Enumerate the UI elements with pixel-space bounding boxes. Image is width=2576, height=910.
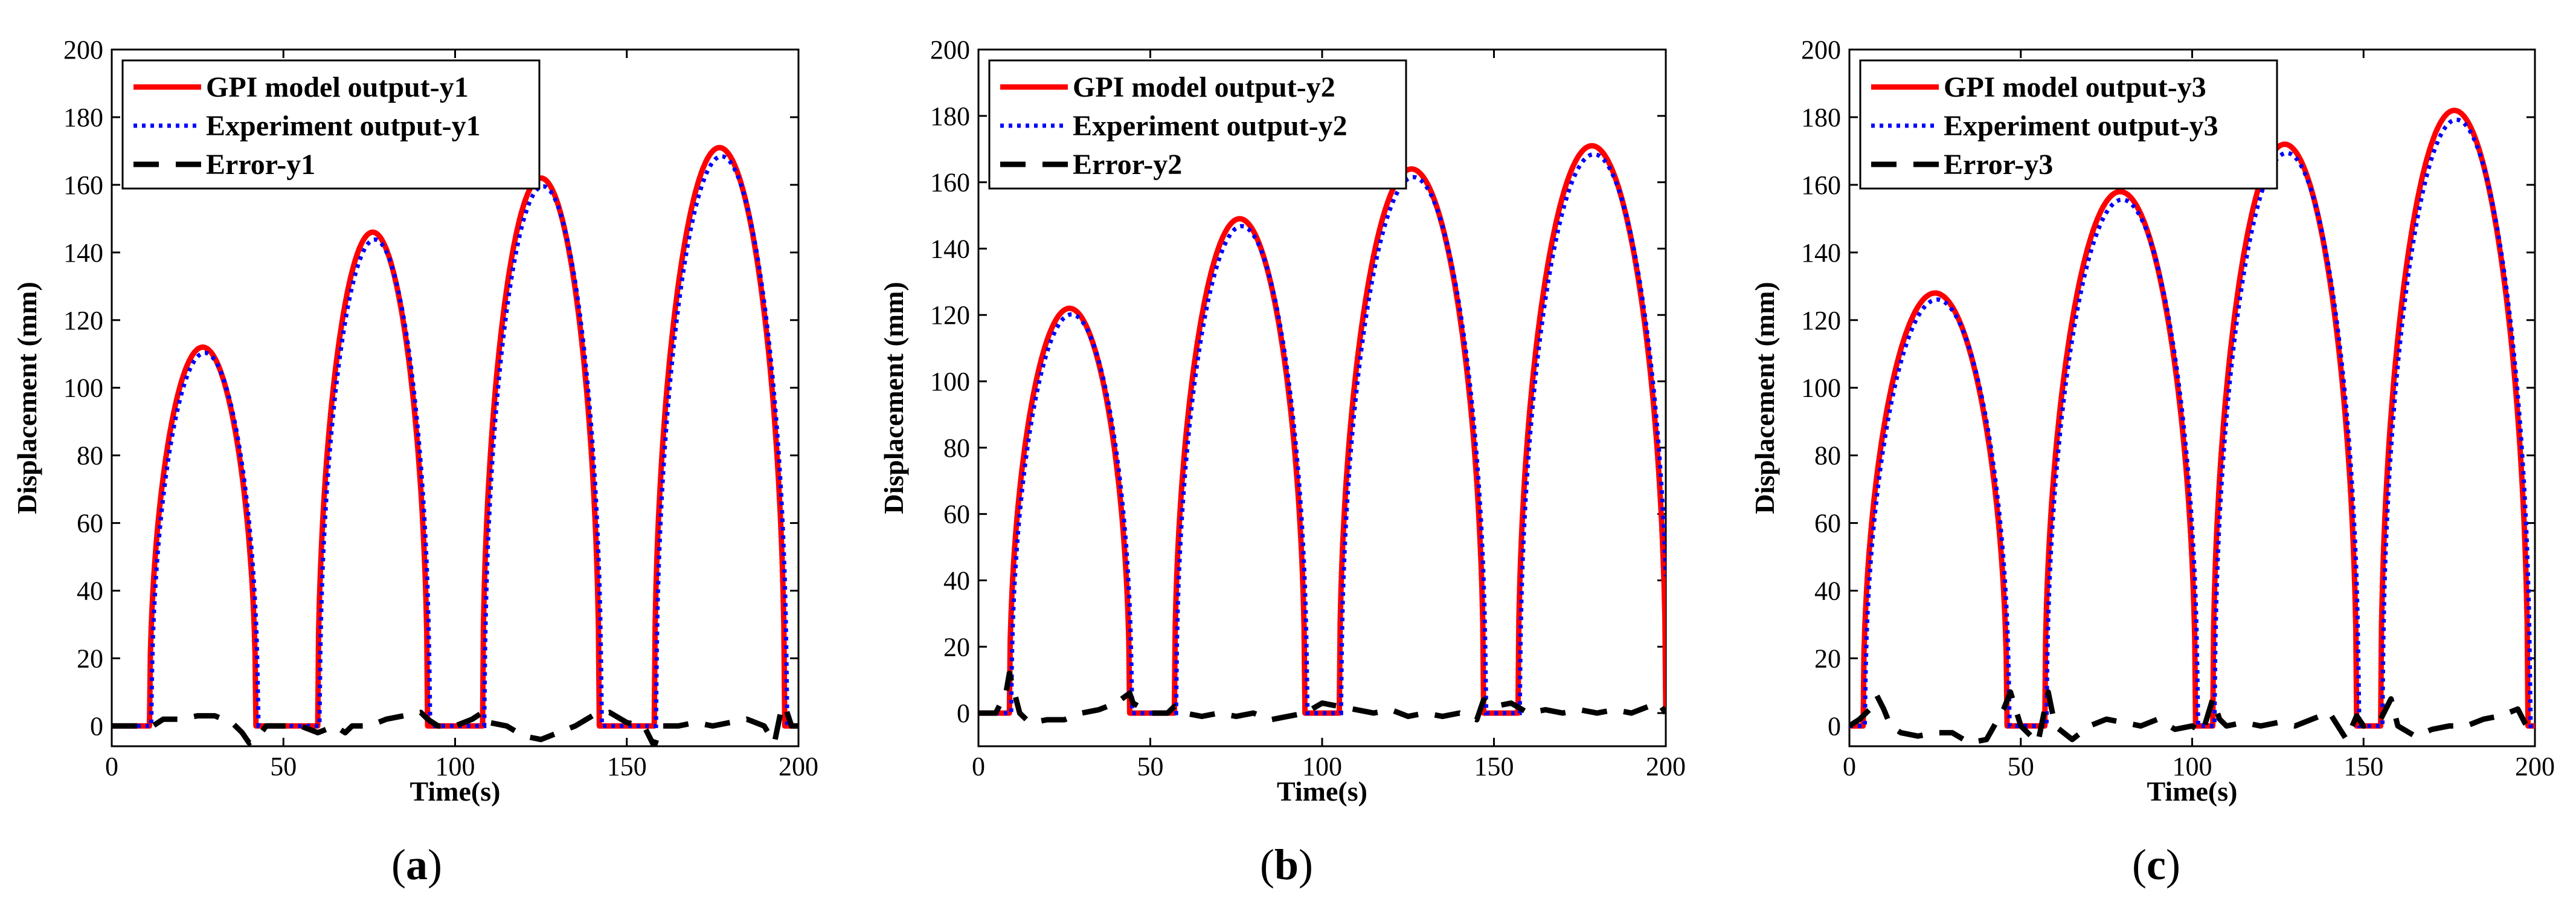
y-tick-label: 140	[1801, 238, 1841, 268]
series-line-error	[112, 703, 798, 746]
y-axis-label: Displacement (mm)	[11, 282, 42, 514]
y-axis-label: Displacement (mm)	[1749, 282, 1780, 514]
series-line-experiment	[1849, 117, 2535, 728]
chart-panel-b: 0 20 40 60 80 100 120 140 160 180 200 0 50 100 150 200 T…	[878, 35, 1686, 889]
y-tick-label: 160	[1801, 170, 1841, 200]
y-tick-label: 20	[943, 632, 970, 662]
y-tick-label: 40	[943, 566, 970, 595]
y-tick-label: 0	[957, 699, 970, 728]
y-tick-label: 40	[1814, 576, 1841, 606]
data-layer	[112, 144, 798, 746]
y-tick-label: 160	[63, 170, 103, 200]
y-tick-label: 200	[930, 35, 970, 65]
y-tick-label: 0	[90, 711, 103, 741]
legend: GPI model output-y2 Experiment output-y2 E…	[988, 59, 1407, 190]
y-tick-label: 180	[1801, 103, 1841, 132]
y-tick-label: 0	[1828, 711, 1841, 741]
x-tick-label: 50	[270, 752, 297, 781]
chart-panel-c: 0 20 40 60 80 100 120 140 160 180 200 0 50 100 150 200 T…	[1749, 35, 2555, 889]
x-tick-label: 100	[1302, 752, 1342, 781]
x-tick-label: 150	[607, 752, 647, 781]
legend-box	[988, 59, 1407, 190]
y-tick-label: 80	[943, 433, 970, 463]
legend-box	[121, 59, 541, 190]
x-tick-label: 0	[972, 752, 985, 781]
x-tick-label: 200	[779, 752, 818, 781]
x-axis-label: Time(s)	[2147, 776, 2238, 807]
legend-label: Experiment output-y1	[206, 110, 481, 142]
legend-label: Error-y2	[1073, 149, 1182, 181]
y-tick-label: 80	[1814, 441, 1841, 471]
y-tick-label: 20	[1814, 644, 1841, 673]
legend: GPI model output-y1 Experiment output-y1 E…	[121, 59, 541, 190]
y-tick-label: 200	[1801, 35, 1841, 65]
x-tick-label: 200	[2515, 752, 2555, 781]
y-tick-label: 100	[1801, 373, 1841, 403]
y-tick-label: 180	[63, 103, 103, 132]
series-line-error	[978, 670, 1666, 726]
legend-box	[1859, 59, 2278, 190]
y-tick-label: 100	[63, 373, 103, 403]
data-layer	[1849, 108, 2535, 746]
y-tick-label: 140	[63, 238, 103, 268]
panel-caption: (c)	[2132, 841, 2180, 889]
y-axis-label: Displacement (mm)	[878, 282, 909, 514]
legend-label: Experiment output-y3	[1944, 110, 2218, 142]
legend-label: Error-y1	[206, 149, 315, 181]
x-tick-label: 100	[2173, 752, 2212, 781]
panel-caption: (a)	[391, 841, 442, 889]
y-tick-label: 100	[930, 367, 970, 396]
y-tick-label: 200	[63, 35, 103, 65]
x-tick-label: 100	[435, 752, 475, 781]
panel-caption: (b)	[1260, 841, 1313, 889]
legend-label: GPI model output-y1	[206, 71, 469, 103]
y-tick-label: 120	[1801, 306, 1841, 335]
y-tick-label: 60	[77, 509, 103, 538]
x-axis-label: Time(s)	[1277, 776, 1367, 807]
x-tick-label: 150	[2343, 752, 2383, 781]
x-tick-label: 50	[1137, 752, 1164, 781]
y-tick-label: 120	[930, 300, 970, 330]
legend: GPI model output-y3 Experiment output-y3 E…	[1859, 59, 2278, 190]
series-line-error	[1849, 689, 2535, 746]
x-tick-label: 150	[1474, 752, 1514, 781]
y-tick-label: 160	[930, 168, 970, 198]
x-tick-label: 200	[1646, 752, 1686, 781]
series-line-experiment	[978, 152, 1666, 715]
data-layer	[978, 143, 1666, 726]
y-tick-label: 40	[77, 576, 103, 606]
legend-label: GPI model output-y2	[1073, 71, 1335, 103]
chart-panel-a: 0 20 40 60 80 100 120 140 160 180 200 0 50 100 150 200 T…	[11, 35, 818, 889]
x-tick-label: 0	[105, 752, 118, 781]
legend-label: GPI model output-y3	[1944, 71, 2206, 103]
x-axis-label: Time(s)	[410, 776, 501, 807]
y-tick-label: 60	[943, 500, 970, 529]
y-tick-label: 60	[1814, 509, 1841, 538]
y-tick-label: 140	[930, 234, 970, 263]
series-line-model	[978, 143, 1666, 716]
y-tick-label: 20	[77, 644, 103, 673]
y-tick-label: 180	[930, 102, 970, 131]
y-tick-label: 120	[63, 306, 103, 335]
x-tick-label: 0	[1843, 752, 1856, 781]
legend-label: Experiment output-y2	[1073, 110, 1347, 142]
legend-label: Error-y3	[1944, 149, 2053, 181]
x-tick-label: 50	[2008, 752, 2034, 781]
y-tick-label: 80	[77, 441, 103, 471]
